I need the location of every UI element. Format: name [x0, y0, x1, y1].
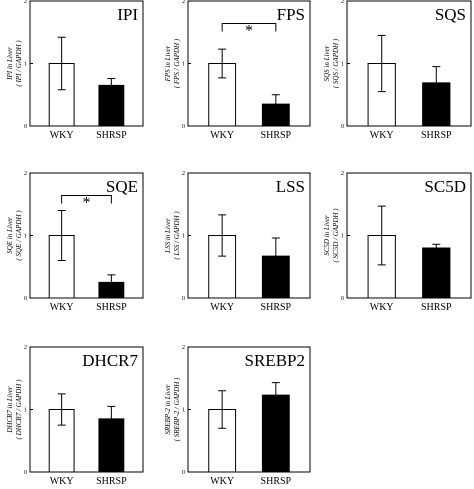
y-tick-label: 1 [182, 62, 185, 68]
y-axis-label-line1: FPS in Liver [164, 45, 172, 82]
category-label: SHRSP [96, 302, 127, 313]
category-label: SHRSP [421, 130, 452, 141]
y-tick-label: 0 [182, 470, 185, 476]
y-tick-label: 2 [341, 0, 344, 5]
y-tick-label: 0 [182, 296, 185, 302]
panel-title: SC5D [424, 177, 466, 196]
y-tick-label: 2 [182, 0, 185, 5]
y-tick-label: 1 [341, 62, 344, 68]
panel-title: SQS [435, 5, 466, 24]
panel-sqe: 0 1 2 SQE in Liver( SQE / GAPDH ) SQE WKY SHRS… [6, 171, 144, 313]
y-axis-label-line2: ( DHCR7 / GAPDH ) [15, 379, 23, 440]
y-tick-label: 0 [24, 296, 27, 302]
y-axis-label: SC5D in Liver( SC5D / GAPDH ) [323, 208, 340, 263]
y-axis-label-line2: ( FPS / GAPDH ) [173, 38, 181, 88]
y-tick-label: 1 [182, 408, 185, 414]
y-axis-label-line1: SQS in Liver [323, 45, 331, 81]
y-tick-label: 1 [24, 408, 27, 414]
category-label: WKY [210, 130, 234, 141]
category-label: SHRSP [261, 302, 292, 313]
y-axis-label: SREBP-2 in Liver( SREBP-2 / GAPDH ) [164, 377, 181, 441]
y-tick-label: 2 [24, 0, 27, 5]
panel-sc5d: 0 1 2 SC5D in Liver( SC5D / GAPDH ) SC5D WKY S… [323, 171, 472, 313]
bar-wky [367, 235, 396, 299]
y-axis-label: SQS in Liver( SQS / GAPDH ) [323, 38, 340, 88]
y-axis-label: LSS in Liver( LSS / GAPDH ) [164, 211, 181, 260]
category-label: WKY [370, 302, 394, 313]
y-axis-label-line1: SREBP-2 in Liver [164, 384, 172, 434]
category-label: SHRSP [96, 130, 127, 141]
bar-shrsp [422, 247, 451, 299]
category-label: WKY [210, 476, 234, 487]
y-tick-label: 0 [24, 470, 27, 476]
y-axis-label-line2: ( LSS / GAPDH ) [173, 211, 181, 260]
panel-title: SQE [106, 177, 138, 196]
y-axis-label-line1: SQE in Liver [6, 217, 14, 254]
y-axis-label-line1: DHCR7 in Liver [6, 386, 14, 434]
panel-sqs: 0 1 2 SQS in Liver( SQS / GAPDH ) SQS WKY SHRS… [323, 0, 472, 141]
y-tick-label: 2 [182, 345, 185, 351]
panel-title: FPS [277, 5, 305, 24]
y-tick-label: 1 [24, 62, 27, 68]
significance-marker: * [245, 23, 253, 40]
panel-lss: 0 1 2 LSS in Liver( LSS / GAPDH ) LSS WKY SHRS… [164, 171, 311, 313]
y-axis-label: SQE in Liver( SQE / GAPDH ) [6, 210, 23, 261]
y-tick-label: 0 [182, 124, 185, 130]
y-tick-label: 1 [182, 234, 185, 240]
panel-title: LSS [276, 177, 305, 196]
category-label: SHRSP [421, 302, 452, 313]
y-axis-label-line1: SC5D in Liver [323, 215, 331, 256]
panel-ipi: 0 1 2 IPI in Liver( IPI / GAPDH ) IPI WKY SHRS… [6, 0, 144, 141]
y-axis-label: FPS in Liver( FPS / GAPDH ) [164, 38, 181, 88]
y-axis-label: IPI in Liver( IPI / GAPDH ) [6, 40, 23, 87]
significance-bracket [61, 195, 112, 204]
panel-title: DHCR7 [82, 351, 138, 370]
category-label: WKY [50, 130, 74, 141]
y-tick-label: 2 [24, 171, 27, 177]
y-tick-label: 2 [182, 171, 185, 177]
y-axis-label-line2: ( IPI / GAPDH ) [15, 40, 23, 87]
category-label: SHRSP [96, 476, 127, 487]
y-tick-label: 2 [24, 345, 27, 351]
category-label: WKY [50, 476, 74, 487]
category-label: WKY [210, 302, 234, 313]
y-axis-label-line2: ( SQS / GAPDH ) [332, 38, 340, 88]
y-tick-label: 1 [24, 234, 27, 240]
y-axis-label-line2: ( SREBP-2 / GAPDH ) [173, 377, 181, 441]
y-tick-label: 1 [341, 234, 344, 240]
y-tick-label: 0 [24, 124, 27, 130]
panel-title: IPI [117, 5, 138, 24]
y-axis-label-line2: ( SC5D / GAPDH ) [332, 208, 340, 263]
significance-marker: * [83, 195, 91, 212]
panel-dhcr7: 0 1 2 DHCR7 in Liver( DHCR7 / GAPDH ) DHCR7 W… [6, 345, 144, 487]
category-label: SHRSP [261, 476, 292, 487]
y-axis-label-line1: LSS in Liver [164, 218, 172, 254]
category-label: SHRSP [261, 130, 292, 141]
y-tick-label: 0 [341, 124, 344, 130]
category-label: WKY [370, 130, 394, 141]
category-label: WKY [50, 302, 74, 313]
significance-bracket [221, 23, 277, 32]
y-axis-label-line1: IPI in Liver [6, 47, 14, 81]
panel-fps: 0 1 2 FPS in Liver( FPS / GAPDH ) FPS WKY SHRS… [164, 0, 311, 141]
y-axis-label-line2: ( SQE / GAPDH ) [15, 210, 23, 261]
y-axis-label: DHCR7 in Liver( DHCR7 / GAPDH ) [6, 379, 23, 440]
y-tick-label: 0 [341, 296, 344, 302]
y-tick-label: 2 [341, 171, 344, 177]
panel-title: SREBP2 [245, 351, 305, 370]
